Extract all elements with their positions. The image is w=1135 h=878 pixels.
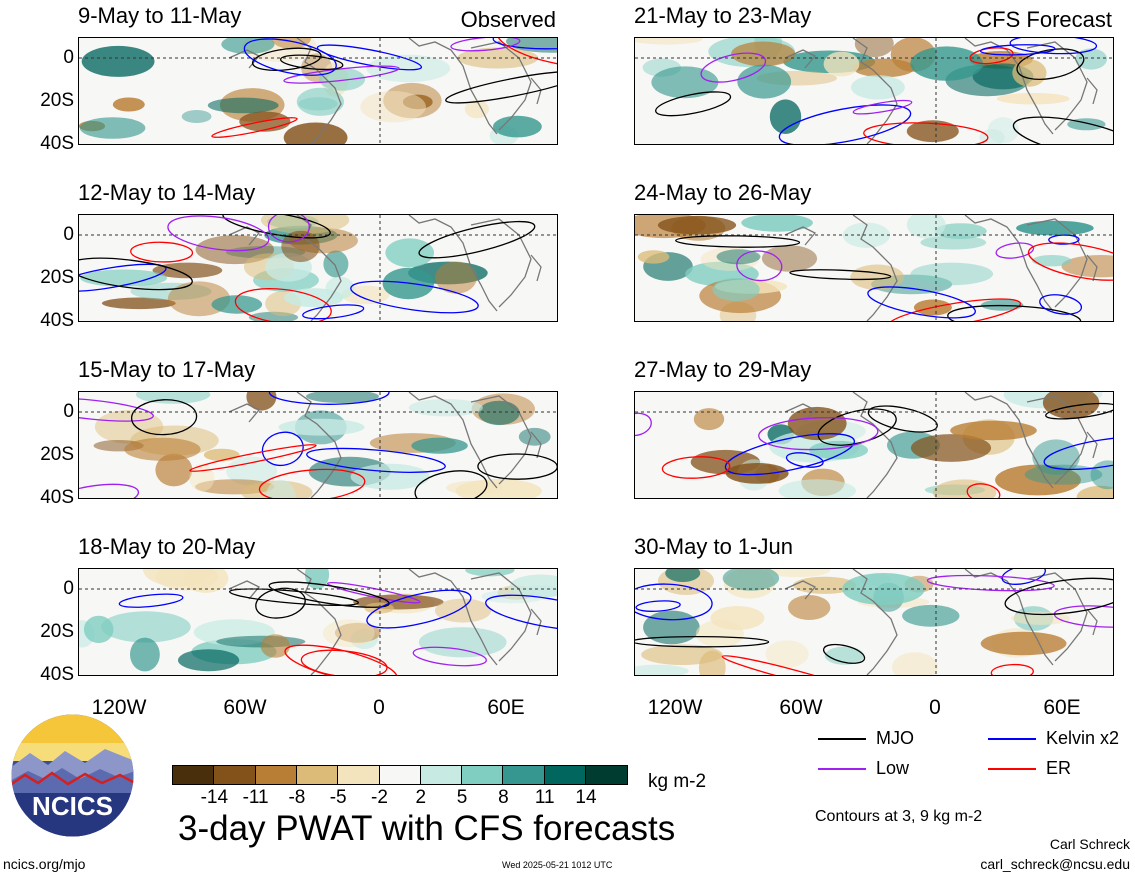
panel-title: 30-May to 1-Jun — [634, 534, 793, 559]
colorbar-label: 8 — [498, 787, 509, 808]
y-tick-label: 20S — [40, 444, 74, 465]
colorbar-swatch — [584, 765, 629, 785]
colorbar-label: -5 — [329, 787, 347, 808]
colorbar-swatch — [171, 765, 216, 785]
panel-title: 18-May to 20-May — [78, 534, 256, 559]
colorbar-label: -8 — [288, 787, 306, 808]
y-tick-label: 0 — [63, 224, 74, 245]
y-tick-label: 0 — [63, 47, 74, 68]
author: Carl Schreck — [1049, 836, 1130, 852]
contour-key-item: Low — [818, 758, 909, 779]
y-tick-label: 0 — [63, 401, 74, 422]
panel-title: 15-May to 17-May — [78, 357, 256, 382]
colorbar-swatch — [461, 765, 505, 785]
pwat-map — [78, 391, 558, 499]
x-tick-label: 60W — [779, 696, 823, 719]
panel-title: 12-May to 14-May — [78, 180, 256, 205]
x-tick-label: 120W — [91, 696, 147, 719]
contour-key-label: MJO — [876, 728, 914, 748]
panel-title: 9-May to 11-May — [78, 3, 242, 28]
contour-key-item: ER — [988, 758, 1071, 779]
contour-key-label: Kelvin x2 — [1046, 728, 1120, 748]
x-tick-label: 0 — [373, 696, 385, 719]
colorbar-units: kg m-2 — [648, 771, 707, 792]
logo-text: NCICS — [32, 791, 113, 821]
site-link[interactable]: ncics.org/mjo — [3, 856, 86, 872]
contour-key-label: ER — [1046, 758, 1072, 778]
pwat-map — [78, 568, 558, 676]
colorbar-swatch — [213, 765, 257, 785]
author-email: carl_schreck@ncsu.edu — [980, 856, 1130, 872]
contour-key-line — [818, 738, 866, 741]
colorbar-label: 11 — [534, 787, 555, 808]
panel-title: 21-May to 23-May — [634, 3, 812, 28]
colorbar-swatch — [502, 765, 546, 785]
panel-tag: Observed — [460, 7, 556, 32]
y-tick-label: 40S — [40, 664, 74, 685]
colorbar-label: -11 — [242, 787, 269, 808]
colorbar-label: 14 — [575, 787, 597, 808]
ncics-logo: NCICS — [10, 713, 135, 838]
colorbar-swatch — [378, 765, 422, 785]
pwat-map — [634, 568, 1114, 676]
y-tick-label: 20S — [40, 90, 74, 111]
colorbar-label: 2 — [415, 787, 427, 808]
x-tick-label: 60E — [1043, 696, 1081, 719]
timestamp: Wed 2025-05-21 1012 UTC — [502, 860, 613, 870]
y-tick-label: 40S — [40, 133, 74, 154]
x-tick-label: 120W — [647, 696, 703, 719]
y-tick-label: 20S — [40, 621, 74, 642]
colorbar-swatch — [254, 765, 298, 785]
x-tick-label: 60E — [487, 696, 525, 719]
y-tick-label: 40S — [40, 310, 74, 331]
panel-title: 24-May to 26-May — [634, 180, 812, 205]
y-tick-label: 20S — [40, 267, 74, 288]
panel-tag: CFS Forecast — [976, 7, 1112, 32]
y-tick-label: 40S — [40, 487, 74, 508]
x-tick-label: 60W — [223, 696, 267, 719]
pwat-map — [634, 214, 1114, 322]
contour-key-item: Kelvin x2 — [988, 728, 1119, 749]
y-tick-label: 0 — [63, 578, 74, 599]
contour-key-line — [988, 738, 1036, 741]
colorbar-swatch — [419, 765, 464, 785]
pwat-map — [634, 37, 1114, 145]
colorbar-label: 5 — [456, 787, 468, 808]
contour-key-item: MJO — [818, 728, 914, 749]
colorbar-swatch — [295, 765, 340, 785]
colorbar-label: -2 — [371, 787, 388, 808]
colorbar-swatch — [337, 765, 381, 785]
contour-key-label: Low — [876, 758, 910, 778]
contours-note: Contours at 3, 9 kg m-2 — [815, 808, 983, 825]
main-title: 3-day PWAT with CFS forecasts — [178, 809, 676, 848]
contour-key-line — [988, 768, 1036, 771]
panel-title: 27-May to 29-May — [634, 357, 812, 382]
contour-key-line — [818, 768, 866, 771]
pwat-map — [78, 37, 558, 145]
pwat-map — [78, 214, 558, 322]
x-tick-label: 0 — [929, 696, 941, 719]
colorbar-swatch — [543, 765, 587, 785]
pwat-map — [634, 391, 1114, 499]
colorbar-label: -14 — [200, 787, 229, 808]
